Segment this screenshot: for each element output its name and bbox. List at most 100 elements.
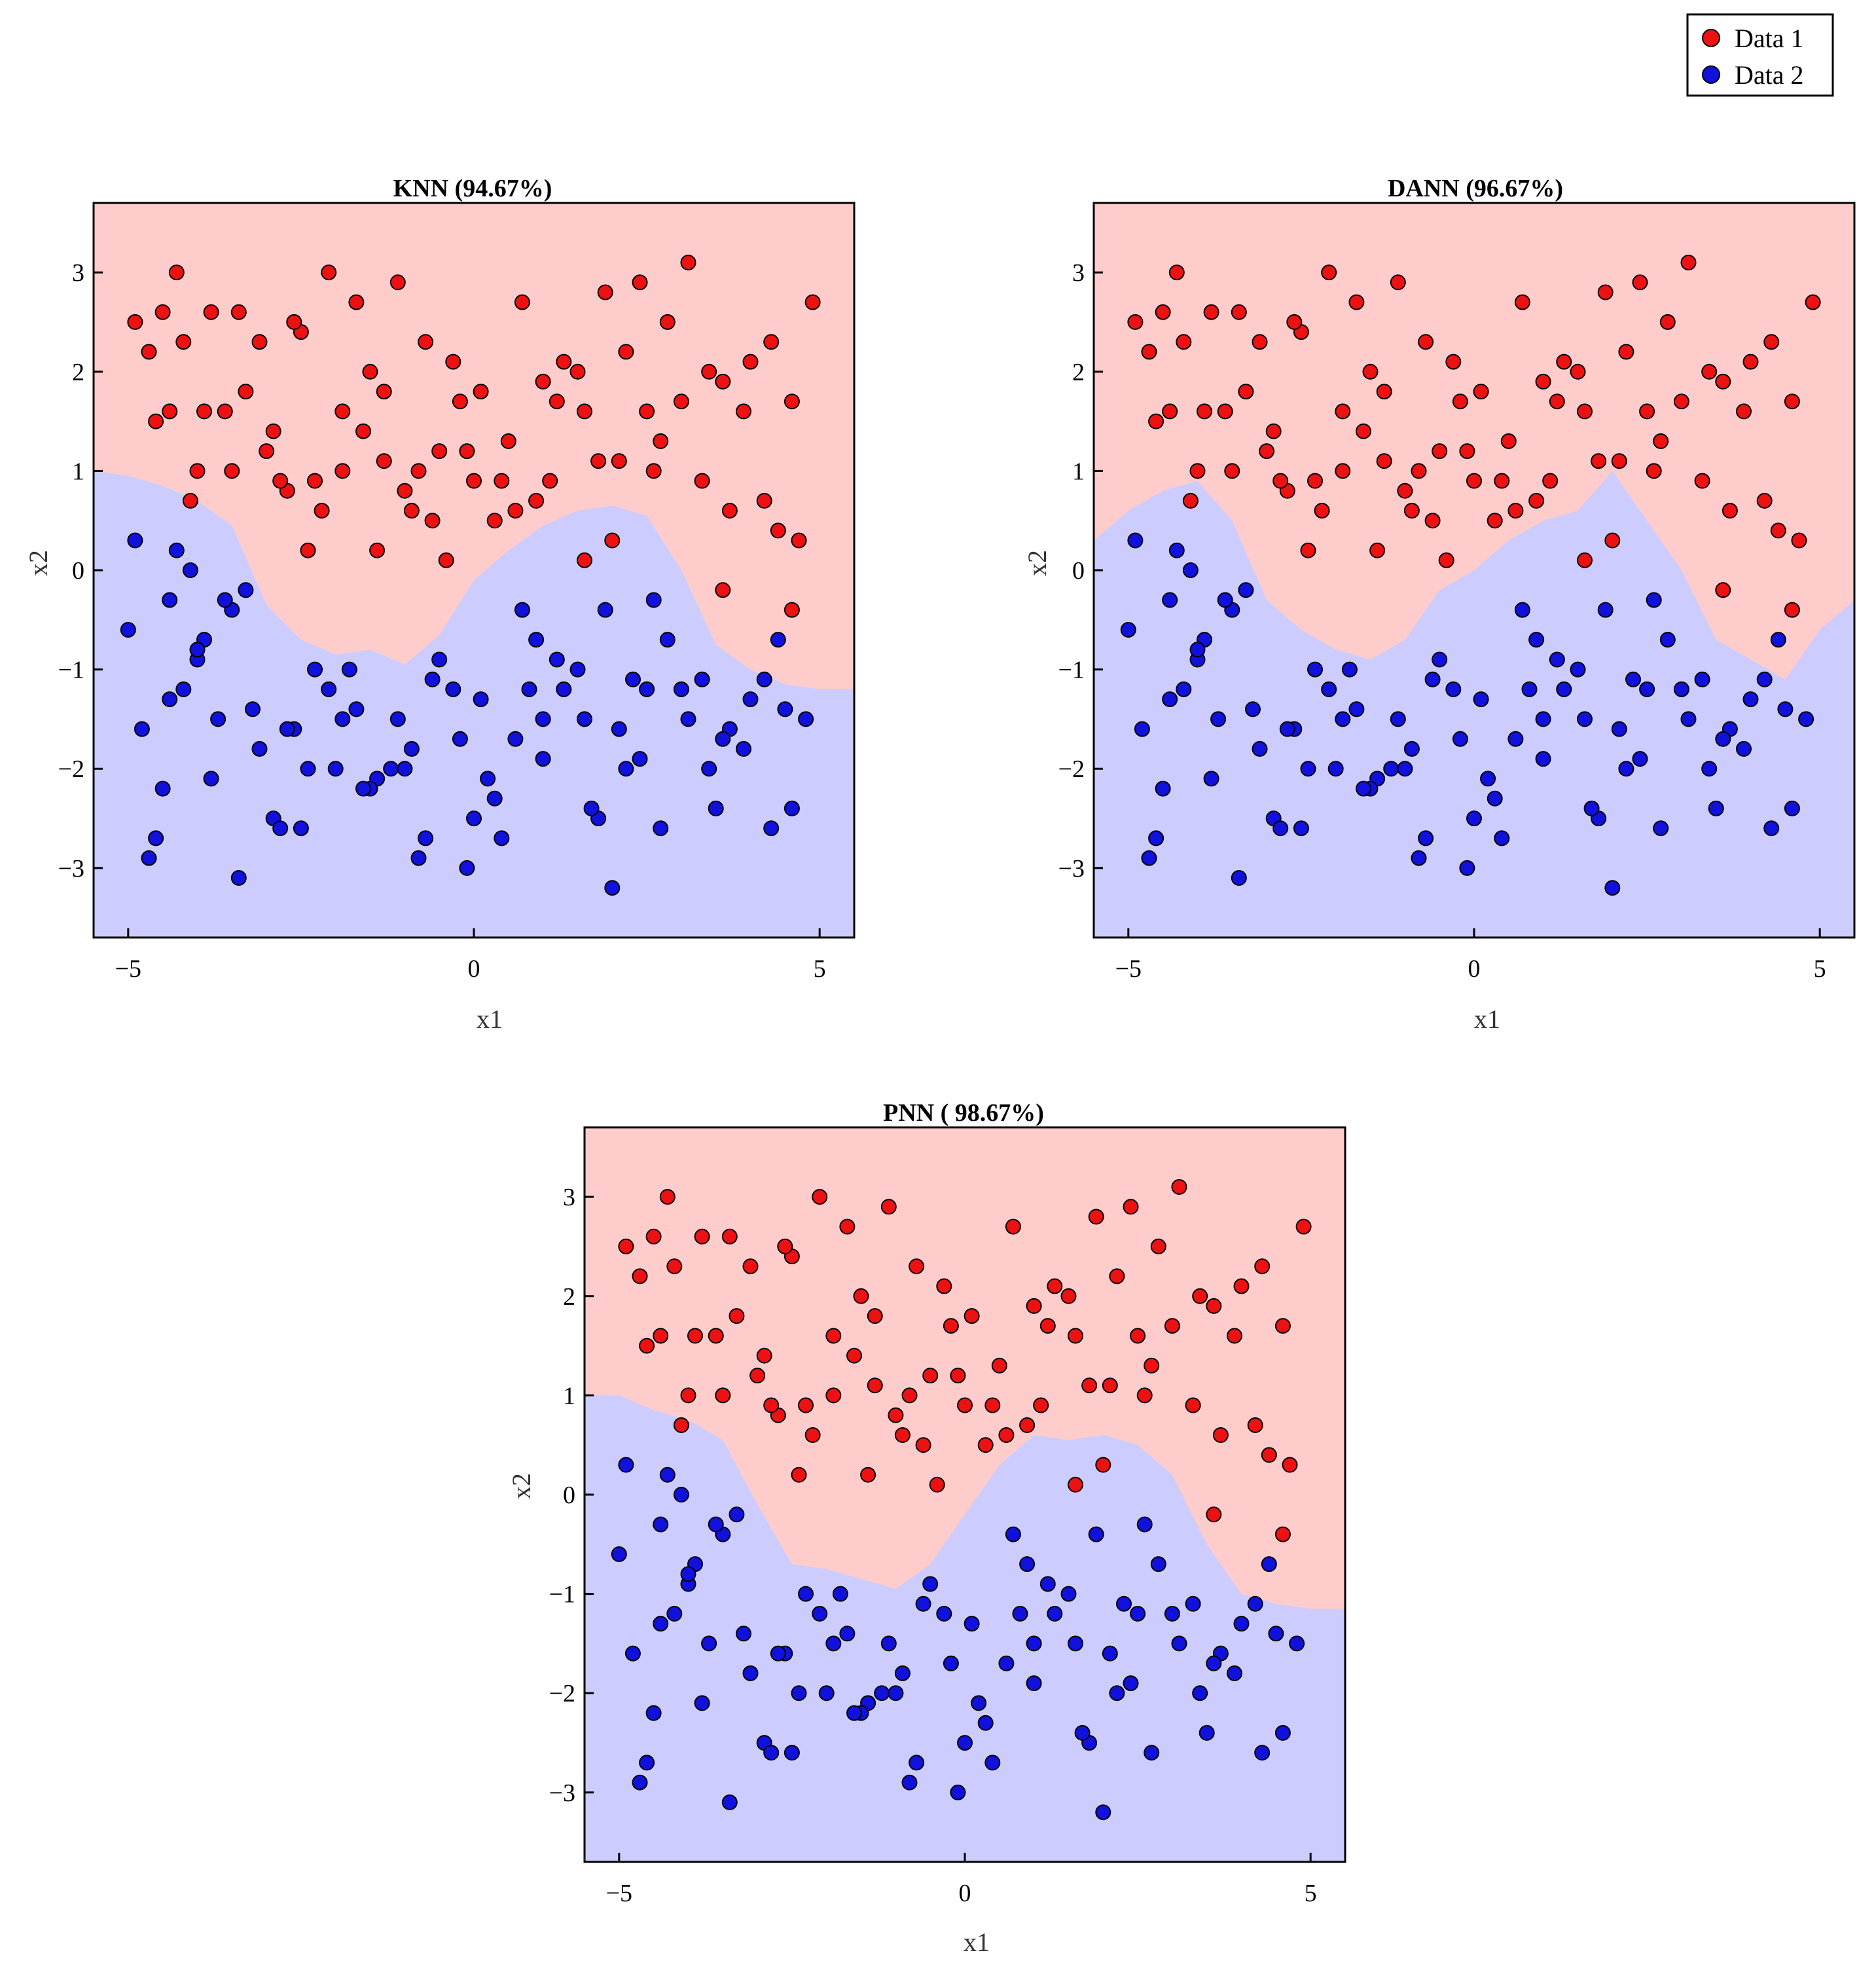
data2-point bbox=[1060, 1586, 1077, 1602]
data1-point bbox=[265, 423, 281, 439]
data1-point bbox=[1274, 1318, 1291, 1334]
data1-point bbox=[1722, 503, 1738, 519]
data1-point bbox=[880, 1199, 897, 1215]
data2-point bbox=[480, 771, 496, 787]
data1-point bbox=[1033, 1397, 1049, 1413]
data1-point bbox=[1438, 552, 1454, 568]
data1-point bbox=[1452, 393, 1468, 410]
data2-point bbox=[645, 1705, 662, 1721]
data2-point bbox=[410, 850, 427, 866]
data1-point bbox=[784, 602, 800, 618]
data1-point bbox=[1192, 1288, 1208, 1304]
data1-point bbox=[1247, 1417, 1263, 1433]
data1-point bbox=[1274, 1526, 1291, 1542]
data2-point bbox=[230, 870, 247, 886]
data1-point bbox=[1231, 304, 1247, 320]
data1-point bbox=[1148, 413, 1164, 429]
data1-point bbox=[846, 1347, 862, 1364]
data1-point bbox=[362, 363, 378, 380]
data1-point bbox=[715, 582, 731, 598]
data2-point bbox=[1736, 740, 1752, 757]
data1-point bbox=[1212, 1427, 1229, 1443]
data1-point bbox=[259, 443, 275, 460]
data2-point bbox=[1162, 691, 1178, 708]
data2-point bbox=[1459, 860, 1475, 876]
data2-point bbox=[1535, 751, 1551, 767]
data2-point bbox=[1268, 1626, 1284, 1642]
data2-point bbox=[653, 1616, 669, 1632]
data1-point bbox=[300, 542, 316, 558]
data2-point bbox=[756, 671, 772, 687]
data1-point bbox=[1549, 393, 1565, 410]
data1-point bbox=[1314, 503, 1330, 519]
data2-point bbox=[624, 1645, 641, 1662]
data1-point bbox=[175, 334, 192, 350]
data2-point bbox=[272, 820, 289, 837]
data1-point bbox=[763, 334, 780, 350]
region-class2 bbox=[1094, 471, 1854, 937]
data1-point bbox=[1784, 393, 1800, 410]
data2-point bbox=[1708, 800, 1724, 816]
data1-point bbox=[659, 1189, 676, 1205]
data1-point bbox=[577, 403, 592, 420]
data2-point bbox=[1397, 761, 1413, 777]
y-tick-label: −1 bbox=[549, 1581, 575, 1609]
data2-point bbox=[1327, 761, 1344, 777]
data1-point bbox=[721, 1228, 738, 1245]
y-tick-label: 3 bbox=[72, 259, 84, 287]
data2-point bbox=[632, 751, 648, 767]
data1-point bbox=[1182, 492, 1199, 509]
data2-point bbox=[1162, 592, 1178, 608]
data2-point bbox=[1432, 651, 1448, 668]
data1-point bbox=[694, 1228, 710, 1245]
x-axis-label: x1 bbox=[477, 1004, 503, 1034]
data2-point bbox=[625, 671, 641, 687]
data1-point bbox=[1265, 423, 1282, 439]
data2-point bbox=[694, 1695, 710, 1711]
data2-point bbox=[1466, 810, 1482, 827]
data1-point bbox=[645, 463, 662, 479]
data1-point bbox=[1514, 294, 1530, 310]
data1-point bbox=[853, 1288, 869, 1304]
data1-point bbox=[1604, 532, 1621, 549]
data2-point bbox=[1120, 622, 1136, 638]
data1-point bbox=[1047, 1278, 1063, 1294]
data2-point bbox=[694, 671, 710, 687]
data2-point bbox=[798, 1586, 814, 1602]
data2-point bbox=[645, 592, 662, 608]
data1-point bbox=[1500, 433, 1517, 449]
data2-point bbox=[943, 1655, 959, 1671]
data1-point bbox=[535, 373, 551, 390]
data2-point bbox=[1577, 711, 1593, 727]
data1-point bbox=[1088, 1209, 1104, 1225]
panel-dann: −5 0 5 −3 −2 −1 0 1 2 3 DANN (96.67%) x1 x2 bbox=[1022, 175, 1856, 1034]
data2-point bbox=[1231, 870, 1247, 886]
data2-point bbox=[1199, 1724, 1215, 1741]
data1-point bbox=[708, 1328, 724, 1344]
data1-point bbox=[1162, 403, 1178, 420]
data2-point bbox=[839, 1626, 856, 1642]
chart-title: DANN (96.67%) bbox=[1388, 175, 1563, 202]
data2-point bbox=[1293, 820, 1309, 837]
data2-point bbox=[583, 800, 600, 816]
data1-point bbox=[1197, 403, 1212, 420]
data1-point bbox=[1376, 453, 1392, 469]
data1-point bbox=[632, 274, 648, 291]
data2-point bbox=[1694, 671, 1710, 687]
data1-point bbox=[991, 1357, 1007, 1374]
data2-point bbox=[1047, 1605, 1063, 1622]
data1-point bbox=[673, 1417, 689, 1433]
x-tick-label: −5 bbox=[1115, 955, 1142, 983]
data1-point bbox=[217, 403, 233, 420]
data2-point bbox=[556, 681, 572, 697]
data1-point bbox=[1238, 384, 1254, 400]
data1-point bbox=[1335, 403, 1351, 420]
data2-point bbox=[736, 740, 751, 757]
data2-point bbox=[1123, 1675, 1139, 1692]
data1-point bbox=[376, 453, 392, 469]
data2-point bbox=[1233, 1616, 1250, 1632]
data2-point bbox=[659, 632, 676, 648]
data2-point bbox=[203, 771, 219, 787]
data1-point bbox=[569, 363, 586, 380]
data2-point bbox=[327, 761, 344, 777]
